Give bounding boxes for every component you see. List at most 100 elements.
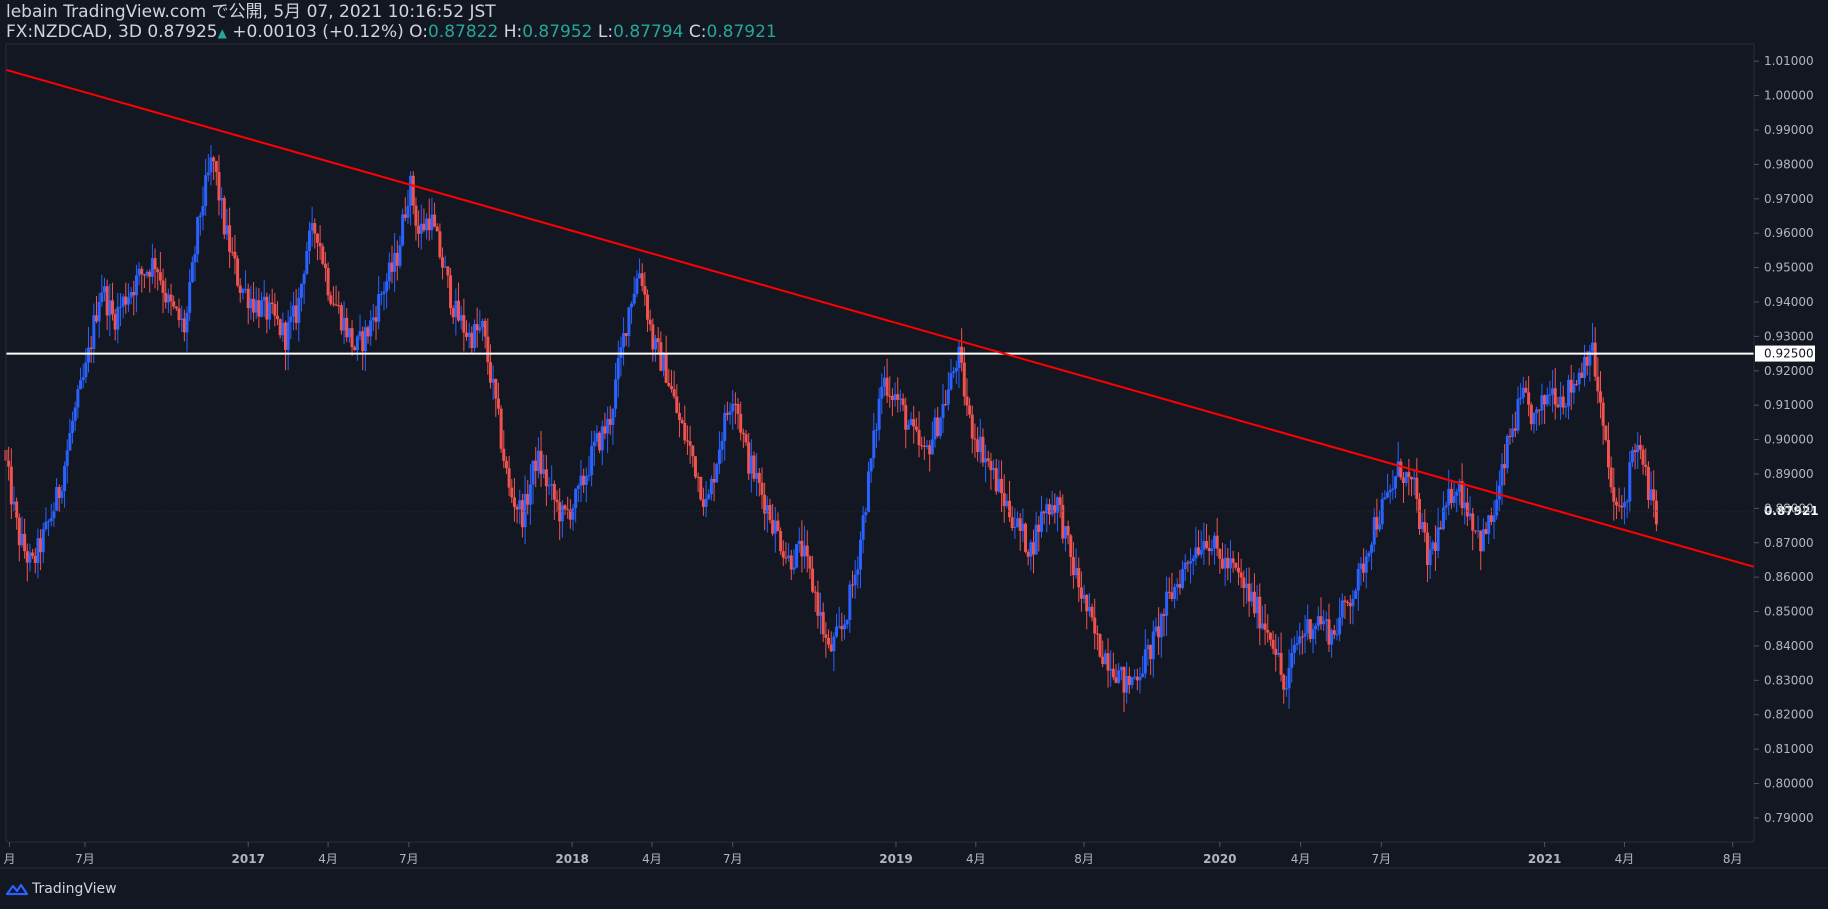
candle-body-up[interactable] (574, 488, 578, 509)
candle-body-down[interactable] (214, 161, 218, 172)
candle-body-up[interactable] (1559, 396, 1563, 408)
candle-body-down[interactable] (901, 398, 905, 406)
candle-body-down[interactable] (339, 305, 343, 331)
candle-body-down[interactable] (233, 251, 237, 259)
candle-body-up[interactable] (1338, 617, 1342, 635)
candle-body-down[interactable] (1417, 498, 1421, 530)
candle-body-down[interactable] (1641, 449, 1645, 465)
candle-body-down[interactable] (922, 445, 926, 447)
candle-body-up[interactable] (63, 465, 67, 492)
candle-body-up[interactable] (592, 441, 596, 447)
candle-body-up[interactable] (121, 296, 125, 307)
candle-body-down[interactable] (917, 429, 921, 446)
candle-body-down[interactable] (270, 302, 274, 305)
candle-body-down[interactable] (345, 317, 349, 338)
candle-body-up[interactable] (600, 426, 604, 451)
candle-body-up[interactable] (1588, 351, 1592, 366)
candle-body-down[interactable] (1609, 467, 1613, 488)
candle-body-down[interactable] (1433, 542, 1437, 551)
candle-body-down[interactable] (696, 476, 700, 478)
candle-body-up[interactable] (707, 494, 711, 499)
candle-body-up[interactable] (755, 472, 759, 479)
candle-body-down[interactable] (747, 442, 751, 474)
candle-body-down[interactable] (1346, 602, 1350, 604)
candle-body-down[interactable] (504, 460, 508, 469)
candle-body-up[interactable] (1159, 613, 1163, 638)
candle-body-down[interactable] (1553, 388, 1557, 405)
candle-body-up[interactable] (632, 293, 636, 304)
candle-body-down[interactable] (741, 432, 745, 435)
candle-body-up[interactable] (1055, 497, 1059, 513)
candle-body-down[interactable] (1058, 497, 1062, 505)
candle-body-up[interactable] (1292, 644, 1296, 653)
candle-body-down[interactable] (331, 303, 335, 305)
candle-body-down[interactable] (1053, 505, 1057, 513)
candle-body-up[interactable] (773, 520, 777, 534)
candle-body-up[interactable] (898, 398, 902, 400)
candle-body-up[interactable] (185, 312, 189, 333)
candle-body-up[interactable] (957, 346, 961, 369)
candle-body-down[interactable] (944, 403, 948, 405)
candle-body-up[interactable] (587, 475, 591, 477)
candle-body-down[interactable] (757, 472, 761, 483)
candle-body-up[interactable] (1548, 394, 1552, 396)
candle-body-up[interactable] (938, 417, 942, 437)
candle-body-up[interactable] (930, 439, 934, 455)
candle-body-up[interactable] (728, 411, 732, 415)
candle-body-up[interactable] (1535, 409, 1539, 414)
candle-body-up[interactable] (467, 332, 471, 337)
candle-body-down[interactable] (624, 333, 628, 337)
candle-body-down[interactable] (1114, 677, 1118, 683)
candle-body-up[interactable] (379, 293, 383, 295)
candle-body-down[interactable] (326, 268, 330, 296)
candle-body-down[interactable] (350, 328, 354, 348)
candle-body-up[interactable] (28, 552, 32, 563)
candle-body-up[interactable] (241, 289, 245, 293)
candle-body-up[interactable] (196, 217, 200, 255)
candle-body-up[interactable] (1572, 383, 1576, 393)
candle-body-down[interactable] (1236, 567, 1240, 573)
candle-body-up[interactable] (108, 300, 112, 316)
candle-body-down[interactable] (334, 304, 338, 306)
candle-body-up[interactable] (254, 300, 258, 313)
candle-body-up[interactable] (371, 317, 375, 321)
candle-body-down[interactable] (441, 257, 445, 268)
candle-body-down[interactable] (217, 171, 221, 201)
candle-body-down[interactable] (148, 271, 152, 277)
candle-body-up[interactable] (1284, 688, 1288, 690)
candle-body-down[interactable] (1122, 666, 1126, 693)
candle-body-up[interactable] (869, 458, 873, 472)
candle-body-down[interactable] (1268, 632, 1272, 640)
candle-body-down[interactable] (1178, 584, 1182, 588)
candle-body-up[interactable] (874, 429, 878, 431)
candle-body-down[interactable] (1106, 653, 1110, 671)
candle-body-up[interactable] (1487, 515, 1491, 534)
candle-body-up[interactable] (1500, 464, 1504, 486)
candle-body-up[interactable] (291, 305, 295, 317)
candle-body-up[interactable] (909, 419, 913, 425)
candle-body-up[interactable] (1367, 552, 1371, 557)
candle-body-up[interactable] (584, 476, 588, 485)
candle-body-down[interactable] (502, 448, 506, 461)
candle-body-down[interactable] (177, 308, 181, 321)
candle-body-down[interactable] (912, 419, 916, 427)
candle-body-down[interactable] (763, 494, 767, 514)
candle-body-down[interactable] (33, 555, 37, 563)
candle-body-down[interactable] (1258, 596, 1262, 629)
candle-body-down[interactable] (1282, 674, 1286, 690)
candle-body-up[interactable] (579, 475, 583, 486)
candle-body-up[interactable] (1444, 505, 1448, 508)
candle-body-down[interactable] (1439, 527, 1443, 530)
candle-body-down[interactable] (1449, 488, 1453, 503)
candle-body-up[interactable] (262, 296, 266, 301)
candle-body-down[interactable] (1620, 505, 1624, 508)
candle-body-down[interactable] (675, 396, 679, 413)
candle-body-up[interactable] (1223, 557, 1227, 569)
candle-body-down[interactable] (976, 439, 980, 452)
candle-body-up[interactable] (893, 394, 897, 401)
candle-body-up[interactable] (550, 483, 554, 486)
candle-body-up[interactable] (1130, 677, 1134, 686)
candle-body-up[interactable] (1577, 372, 1581, 385)
candle-body-down[interactable] (693, 456, 697, 477)
candle-body-down[interactable] (1047, 504, 1051, 515)
